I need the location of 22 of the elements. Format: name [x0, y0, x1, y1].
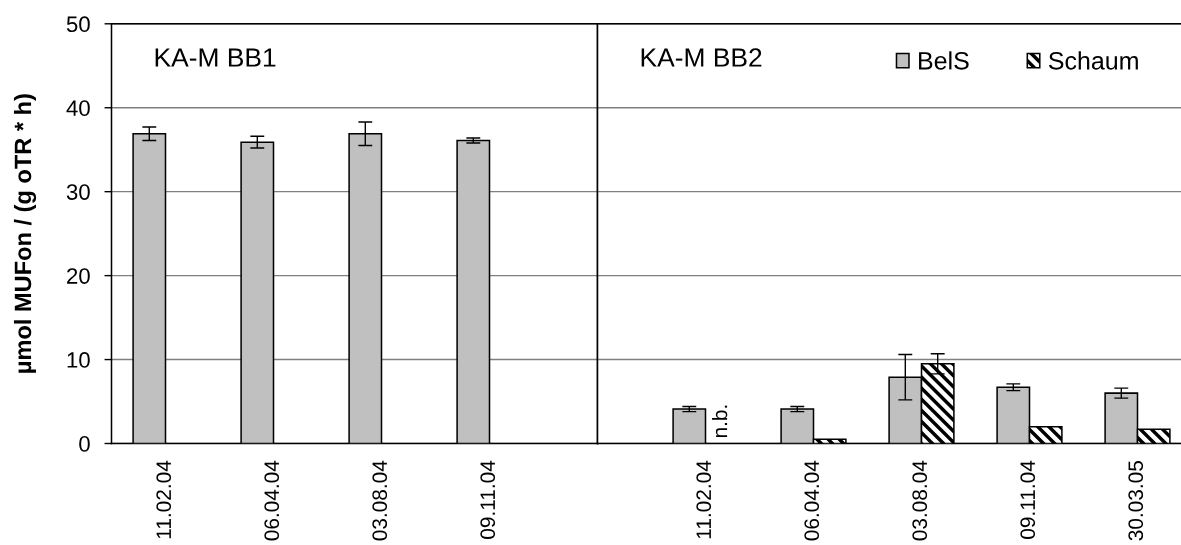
legend-label: Schaum	[1048, 51, 1138, 70]
legend-label: BelS	[919, 51, 969, 70]
bar	[672, 408, 707, 444]
y-tick-label: 0	[79, 436, 90, 452]
y-tick-label: 10	[67, 352, 90, 368]
y-tick-label: 20	[67, 268, 90, 284]
annotation: n.b.	[711, 405, 728, 438]
x-tick-label: 03.08.04	[372, 460, 388, 541]
x-tick-label: 03.08.04	[912, 460, 928, 541]
y-tick-label: 30	[66, 184, 90, 200]
x-tick-label: 11.02.04	[156, 460, 172, 539]
text: KA-M BB1	[155, 48, 276, 67]
y-tick-label: 50	[66, 16, 90, 33]
text: KA-M BB2	[641, 48, 762, 67]
x-tick-label: 06.04.04	[264, 460, 280, 541]
x-tick-label: 30.03.05	[1128, 461, 1144, 541]
y-tick-label: 40	[66, 100, 90, 117]
y-axis-title: µmol MUFon / (g oTR * h)	[13, 94, 37, 373]
x-tick-label: 06.04.04	[804, 460, 820, 541]
x-tick-label: 09.11.04	[480, 460, 496, 539]
x-tick-label: 11.02.04	[696, 460, 712, 539]
x-tick-label: 09.11.04	[1020, 460, 1036, 539]
